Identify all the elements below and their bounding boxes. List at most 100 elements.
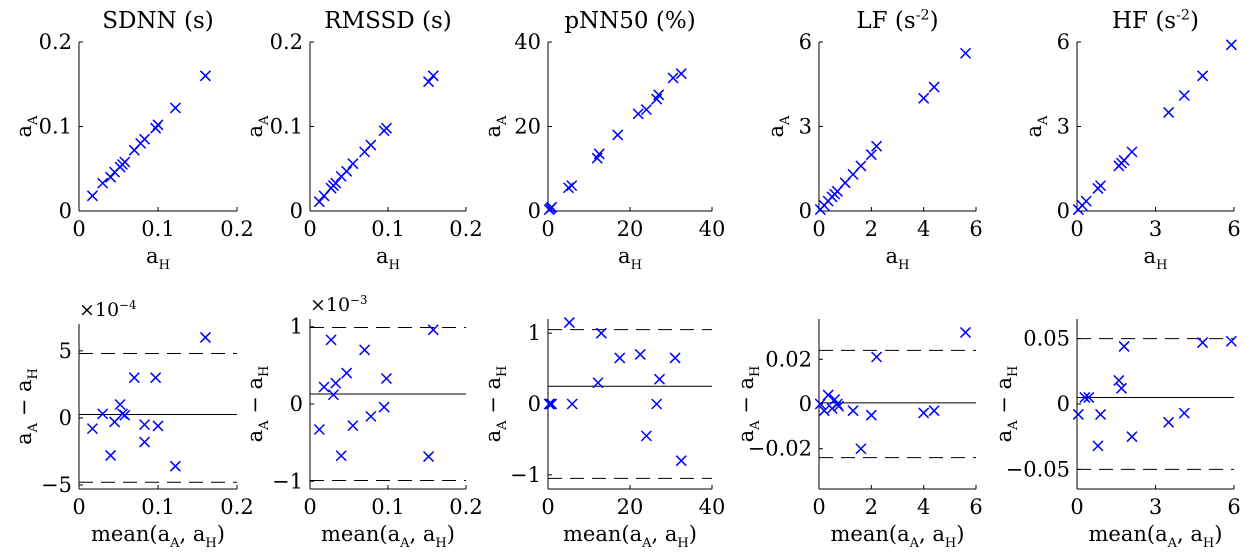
data-point-stroke: [855, 160, 867, 172]
data-point-stroke: [1178, 407, 1190, 419]
data-point: [918, 92, 930, 104]
data-point-stroke: [1072, 408, 1084, 420]
data-point-stroke: [640, 104, 652, 116]
data-point-stroke: [918, 407, 930, 419]
data-point: [199, 331, 211, 343]
data-point-stroke: [814, 398, 826, 410]
y-tick-label: −1: [510, 463, 541, 487]
y-axis-label: aA​: [481, 115, 510, 138]
data-point-stroke: [97, 177, 109, 189]
x-tick-label: 0: [72, 495, 85, 519]
y-tick-label: −5: [41, 473, 72, 497]
data-point-stroke: [653, 373, 666, 385]
data-point-stroke: [119, 409, 131, 421]
data-point: [423, 76, 435, 88]
data-point-stroke: [119, 156, 131, 168]
data-point-stroke: [380, 372, 392, 385]
data-point: [855, 443, 867, 455]
data-point: [1092, 440, 1104, 452]
data-point-stroke: [318, 381, 330, 393]
data-point: [139, 133, 151, 145]
panel-title: HF (s-2​): [1112, 7, 1199, 34]
y-tick-label: −0.05: [1006, 457, 1070, 481]
data-point: [105, 449, 117, 461]
panel-5: 0 3 6 0 3 6 HF (s-2​) aH​ aA​: [1022, 7, 1241, 273]
y-tick-label: 6: [799, 30, 812, 54]
data-point-stroke: [150, 372, 162, 384]
data-point-stroke: [1079, 391, 1091, 403]
data-point: [97, 408, 109, 420]
x-tick-label: 20: [617, 217, 644, 241]
data-point-stroke: [1225, 335, 1237, 347]
data-point-stroke: [1113, 374, 1125, 386]
data-point: [1197, 337, 1209, 349]
panel-title: pNN50 (%): [564, 8, 695, 34]
y-multiplier: ×10−3​: [310, 293, 367, 316]
y-axis-label: aA​: [12, 115, 41, 138]
data-point: [313, 423, 325, 436]
y-axis-label: aA​ − aH​: [12, 368, 41, 445]
data-point: [318, 381, 330, 393]
x-tick-label: 0: [303, 495, 316, 519]
x-tick-label: 40: [699, 495, 726, 519]
data-point: [1178, 407, 1190, 419]
y-tick-label: 0: [1057, 392, 1070, 416]
data-point: [1095, 408, 1107, 420]
y-tick-label: 0: [799, 392, 812, 416]
y-axis-label: aA​ − aH​: [992, 366, 1021, 443]
data-point-stroke: [592, 377, 604, 389]
data-point: [928, 405, 940, 417]
data-point-stroke: [593, 148, 605, 160]
y-tick-label: 1: [528, 321, 541, 345]
data-point-stroke: [330, 377, 342, 389]
data-point: [1083, 391, 1095, 403]
data-point-stroke: [1126, 146, 1138, 158]
data-point: [1126, 431, 1138, 443]
data-point: [640, 430, 652, 442]
x-axis-label: aH​: [886, 244, 910, 273]
x-tick-label: 6: [1227, 495, 1240, 519]
data-point: [347, 420, 359, 432]
x-tick-label: 4: [917, 217, 930, 241]
panel-2: 0 0.1 0.2 0 0.1 0.2 RMSSD (s) aH​ aA​: [243, 8, 483, 273]
data-point: [139, 436, 151, 448]
data-point: [380, 122, 392, 134]
data-point: [152, 420, 164, 432]
y-axis-label: aA​ − aH​: [481, 366, 510, 443]
x-tick-label: 0: [541, 495, 554, 519]
data-point-stroke: [1178, 89, 1190, 102]
x-tick-label: 40: [699, 217, 726, 241]
data-point: [669, 352, 681, 364]
data-point-stroke: [139, 436, 151, 448]
data-point-stroke: [675, 68, 687, 80]
data-point: [1225, 335, 1237, 347]
x-tick-label: 0.2: [449, 495, 482, 519]
data-point-stroke: [341, 165, 353, 177]
y-tick-label: 0.1: [270, 115, 303, 139]
data-point-stroke: [818, 405, 830, 417]
y-axis-label: aA​: [243, 115, 272, 138]
panel-title: RMSSD (s): [324, 8, 451, 34]
data-point-stroke: [139, 419, 151, 431]
data-point: [960, 47, 972, 59]
data-point: [675, 68, 687, 80]
data-point: [544, 398, 556, 410]
data-point-stroke: [341, 367, 353, 379]
data-point: [566, 180, 578, 192]
data-point: [871, 140, 883, 152]
data-point-stroke: [667, 72, 679, 84]
y-tick-label: 0: [59, 406, 72, 430]
data-point-stroke: [139, 133, 151, 145]
data-point-stroke: [313, 423, 325, 436]
data-point-stroke: [632, 108, 644, 120]
data-point: [1163, 416, 1175, 428]
x-tick-label: 2: [865, 495, 878, 519]
data-point-stroke: [1197, 337, 1209, 349]
data-point-stroke: [97, 408, 109, 420]
data-point: [818, 405, 830, 417]
data-point: [97, 177, 109, 189]
data-point: [1072, 408, 1084, 420]
